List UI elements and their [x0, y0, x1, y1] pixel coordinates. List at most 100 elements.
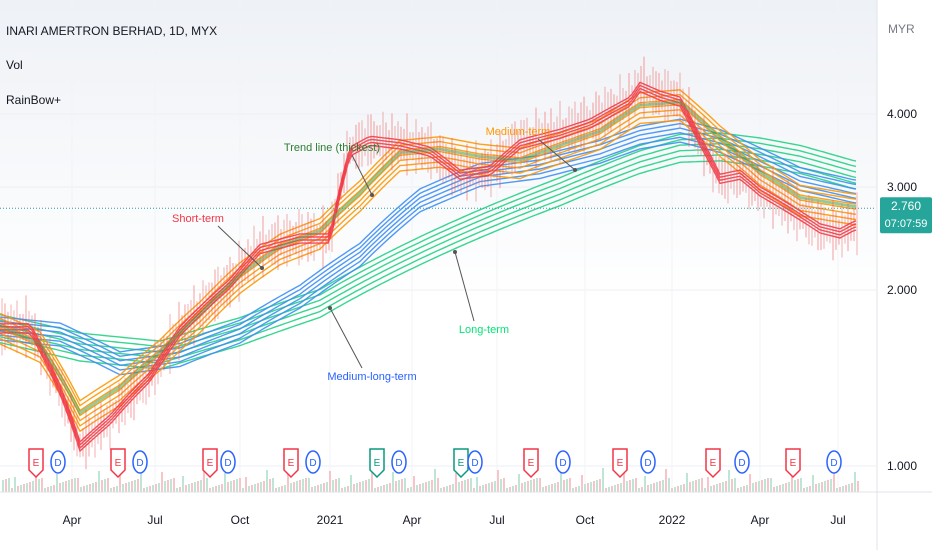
volume-bar: [554, 483, 556, 492]
volume-bar: [614, 485, 616, 492]
time-tick: Apr: [403, 513, 422, 527]
earnings-marker[interactable]: E: [283, 448, 299, 479]
dividend-shape: [305, 450, 321, 474]
dividend-label: D: [136, 458, 143, 469]
volume-bar: [593, 481, 595, 492]
annotation-arrow: [351, 154, 373, 196]
volume-bar: [482, 485, 484, 492]
volume-bar: [161, 472, 163, 492]
dividend-marker[interactable]: D: [555, 450, 571, 474]
volume-bar: [539, 478, 541, 492]
volume-bar: [437, 478, 439, 492]
dividend-label: D: [395, 458, 402, 469]
annotation-arrow-head: [453, 250, 457, 254]
earnings-marker[interactable]: E: [369, 448, 385, 479]
volume-bar: [395, 481, 397, 492]
volume-bar: [605, 488, 607, 492]
indicator-rainbow[interactable]: RainBow+: [6, 93, 62, 107]
volume-bar: [215, 486, 217, 492]
volume-bar: [413, 476, 415, 492]
volume-bar: [683, 484, 685, 492]
volume-bar: [230, 481, 232, 492]
volume-bar: [848, 484, 850, 492]
volume-bar: [602, 468, 604, 492]
dividend-marker[interactable]: D: [467, 450, 483, 474]
dividend-marker[interactable]: D: [826, 450, 842, 474]
volume-bar: [248, 486, 250, 492]
volume-bar: [845, 485, 847, 492]
time-tick: Oct: [231, 513, 250, 527]
volume-bar: [266, 470, 268, 492]
volume-bar: [644, 476, 646, 492]
volume-bar: [776, 486, 778, 492]
volume-bar: [47, 487, 49, 492]
volume-bar: [764, 479, 766, 492]
dividend-marker[interactable]: D: [220, 450, 236, 474]
volume-bar: [569, 478, 571, 492]
volume-bar: [56, 474, 58, 492]
volume-bar: [767, 478, 769, 492]
currency-label: MYR: [888, 22, 915, 36]
dividend-shape: [50, 450, 66, 474]
volume-bar: [8, 478, 10, 492]
volume-bar: [20, 485, 22, 492]
volume-bar: [509, 487, 511, 492]
volume-bar: [608, 487, 610, 492]
dividend-marker[interactable]: D: [734, 450, 750, 474]
earnings-marker[interactable]: E: [523, 448, 539, 479]
dividend-label: D: [559, 458, 566, 469]
earnings-marker[interactable]: E: [28, 448, 44, 479]
indicator-volume[interactable]: Vol: [6, 58, 23, 72]
price-tick: 3.000: [887, 180, 917, 194]
volume-bar: [275, 488, 277, 492]
earnings-marker[interactable]: E: [110, 448, 126, 479]
earnings-marker[interactable]: E: [453, 448, 469, 479]
volume-bar: [128, 482, 130, 492]
volume-bar: [722, 482, 724, 492]
volume-bar: [713, 485, 715, 492]
volume-bar: [167, 480, 169, 492]
volume-bar: [290, 483, 292, 492]
volume-bar: [347, 486, 349, 492]
volume-bar: [35, 470, 37, 492]
dividend-marker[interactable]: D: [640, 450, 656, 474]
time-tick: Apr: [751, 513, 770, 527]
volume-bar: [758, 481, 760, 492]
dividend-label: D: [738, 458, 745, 469]
volume-bar: [149, 486, 151, 492]
volume-bar: [461, 481, 463, 492]
annotation-label: Long-term: [459, 324, 509, 336]
earnings-marker[interactable]: E: [612, 448, 628, 479]
volume-bar: [557, 482, 559, 492]
symbol-title[interactable]: INARI AMERTRON BERHAD, 1D, MYX: [6, 24, 218, 38]
volume-bar: [245, 477, 247, 492]
volume-bar: [797, 479, 799, 492]
volume-bar: [629, 480, 631, 492]
volume-bar: [650, 484, 652, 492]
volume-bar: [662, 480, 664, 492]
volume-bar: [389, 483, 391, 492]
earnings-label: E: [710, 458, 717, 469]
dividend-marker[interactable]: D: [305, 450, 321, 474]
earnings-marker[interactable]: E: [785, 448, 801, 479]
dividend-marker[interactable]: D: [50, 450, 66, 474]
volume-bar: [503, 478, 505, 492]
dividend-marker[interactable]: D: [391, 450, 407, 474]
dividend-marker[interactable]: D: [132, 450, 148, 474]
volume-bar: [308, 478, 310, 492]
volume-bar: [443, 487, 445, 492]
volume-bar: [533, 479, 535, 492]
volume-bar: [641, 487, 643, 492]
earnings-marker[interactable]: E: [705, 448, 721, 479]
volume-bar: [542, 487, 544, 492]
time-tick: Jul: [489, 513, 504, 527]
volume-bar: [44, 488, 46, 492]
volume-bar: [518, 474, 520, 492]
earnings-marker[interactable]: E: [202, 448, 218, 479]
dividend-shape: [826, 450, 842, 474]
volume-bar: [32, 481, 34, 492]
volume-bar: [59, 483, 61, 492]
